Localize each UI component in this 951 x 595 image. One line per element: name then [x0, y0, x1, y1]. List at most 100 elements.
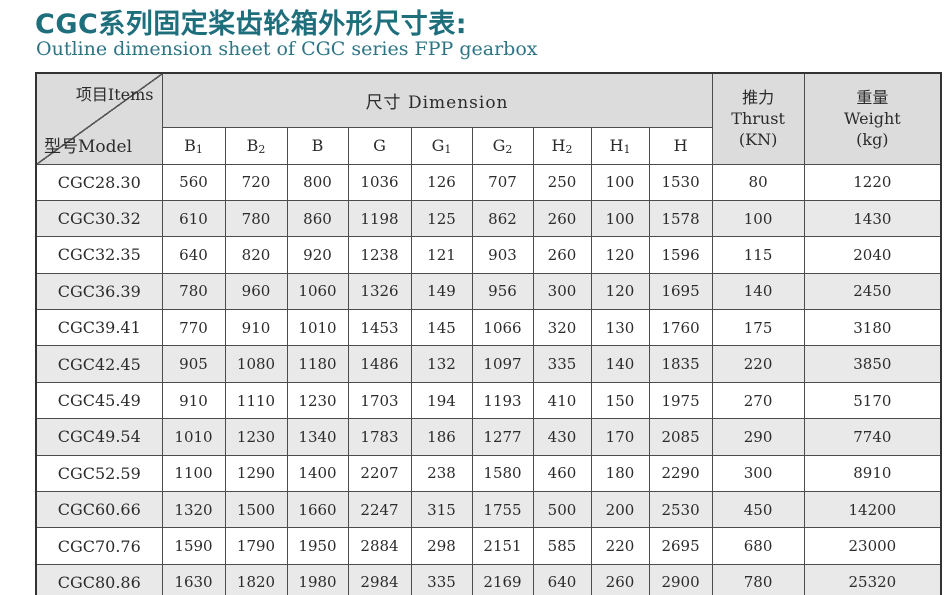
- dimension-column-base: H: [609, 135, 624, 155]
- value-cell: 1596: [648, 236, 713, 274]
- value-cell: 780: [224, 199, 288, 238]
- value-cell: 100: [711, 199, 805, 238]
- value-cell: 220: [711, 345, 805, 383]
- value-cell: 1790: [224, 527, 288, 565]
- corner-model-label: 型号Model: [44, 136, 133, 157]
- value-cell: 1080: [224, 345, 288, 383]
- value-cell: 300: [532, 272, 592, 311]
- value-cell: 120: [590, 236, 650, 274]
- value-cell: 903: [471, 236, 534, 274]
- table-row: CGC32.35 640 820 920 1238 121 903 260 120 1596 115…: [35, 236, 942, 274]
- value-cell: 1500: [224, 491, 288, 529]
- value-cell: 1820: [224, 563, 288, 595]
- value-cell: 1290: [224, 454, 288, 493]
- value-cell: 175: [711, 309, 805, 347]
- dimension-column-base: G: [431, 135, 445, 155]
- dimension-column-header: H2: [532, 126, 592, 165]
- dimension-column-subscript: 2: [565, 142, 573, 156]
- value-cell: 270: [711, 381, 805, 420]
- value-cell: 1580: [471, 454, 534, 493]
- value-cell: 1010: [161, 418, 226, 456]
- value-cell: 220: [590, 527, 650, 565]
- value-cell: 2207: [347, 454, 412, 493]
- value-cell: 126: [410, 163, 473, 201]
- value-cell: 260: [532, 199, 592, 238]
- model-cell: CGC49.54: [35, 418, 163, 456]
- dimension-group-header: 尺寸 Dimension: [161, 72, 713, 128]
- value-cell: 5170: [803, 381, 942, 420]
- value-cell: 560: [161, 163, 226, 201]
- value-cell: 960: [224, 272, 288, 311]
- value-cell: 140: [590, 345, 650, 383]
- table-row: CGC28.30 560 720 800 1036 126 707 250 100 1530 80 1…: [35, 163, 942, 201]
- weight-unit: (kg): [856, 130, 889, 150]
- dimension-column-subscript: 1: [444, 142, 452, 156]
- thrust-label-en: Thrust: [731, 109, 785, 129]
- value-cell: 1277: [471, 418, 534, 456]
- value-cell: 2290: [648, 454, 713, 493]
- model-cell: CGC39.41: [35, 309, 163, 347]
- value-cell: 300: [711, 454, 805, 493]
- table-header: 项目Items 型号Model 尺寸 Dimension 推力 Thrust (…: [35, 72, 942, 165]
- value-cell: 170: [590, 418, 650, 456]
- dimension-column-header: G2: [471, 126, 534, 165]
- value-cell: 125: [410, 199, 473, 238]
- value-cell: 200: [590, 491, 650, 529]
- value-cell: 640: [532, 563, 592, 595]
- weight-header: 重量 Weight (kg): [803, 72, 942, 165]
- table-row: CGC52.59 1100 1290 1400 2207 238 1580 460 180 229…: [35, 454, 942, 493]
- value-cell: 1486: [347, 345, 412, 383]
- dimension-column-base: B: [246, 135, 259, 155]
- value-cell: 120: [590, 272, 650, 311]
- value-cell: 260: [532, 236, 592, 274]
- model-cell: CGC80.86: [35, 563, 163, 595]
- value-cell: 80: [711, 163, 805, 201]
- value-cell: 100: [590, 199, 650, 238]
- value-cell: 2900: [648, 563, 713, 595]
- value-cell: 862: [471, 199, 534, 238]
- value-cell: 1695: [648, 272, 713, 311]
- value-cell: 2247: [347, 491, 412, 529]
- value-cell: 585: [532, 527, 592, 565]
- weight-label-cn: 重量: [856, 88, 889, 108]
- value-cell: 1975: [648, 381, 713, 420]
- dimension-column-subscript: 1: [623, 142, 631, 156]
- value-cell: 335: [532, 345, 592, 383]
- dimension-column-header: B: [286, 126, 349, 165]
- value-cell: 1326: [347, 272, 412, 311]
- value-cell: 1198: [347, 199, 412, 238]
- value-cell: 2695: [648, 527, 713, 565]
- page-subtitle: Outline dimension sheet of CGC series FP…: [36, 38, 538, 60]
- value-cell: 500: [532, 491, 592, 529]
- table-row: CGC30.32 610 780 860 1198 125 862 260 100 1578 100…: [35, 199, 942, 238]
- value-cell: 905: [161, 345, 226, 383]
- value-cell: 145: [410, 309, 473, 347]
- value-cell: 2530: [648, 491, 713, 529]
- header-row-top: 项目Items 型号Model 尺寸 Dimension 推力 Thrust (…: [35, 72, 942, 165]
- value-cell: 910: [161, 381, 226, 420]
- value-cell: 770: [161, 309, 226, 347]
- value-cell: 1783: [347, 418, 412, 456]
- value-cell: 800: [286, 163, 349, 201]
- value-cell: 149: [410, 272, 473, 311]
- dimension-group-label: 尺寸 Dimension: [365, 92, 509, 113]
- value-cell: 720: [224, 163, 288, 201]
- value-cell: 115: [711, 236, 805, 274]
- table-row: CGC70.76 1590 1790 1950 2884 298 2151 585 220 269…: [35, 527, 942, 565]
- value-cell: 186: [410, 418, 473, 456]
- value-cell: 140: [711, 272, 805, 311]
- value-cell: 1400: [286, 454, 349, 493]
- value-cell: 1660: [286, 491, 349, 529]
- value-cell: 132: [410, 345, 473, 383]
- value-cell: 194: [410, 381, 473, 420]
- value-cell: 1760: [648, 309, 713, 347]
- value-cell: 1578: [648, 199, 713, 238]
- value-cell: 238: [410, 454, 473, 493]
- value-cell: 1010: [286, 309, 349, 347]
- value-cell: 1703: [347, 381, 412, 420]
- corner-items-label: 项目Items: [75, 85, 154, 104]
- dimension-column-header: G1: [410, 126, 473, 165]
- model-cell: CGC60.66: [35, 491, 163, 529]
- value-cell: 1230: [224, 418, 288, 456]
- value-cell: 1320: [161, 491, 226, 529]
